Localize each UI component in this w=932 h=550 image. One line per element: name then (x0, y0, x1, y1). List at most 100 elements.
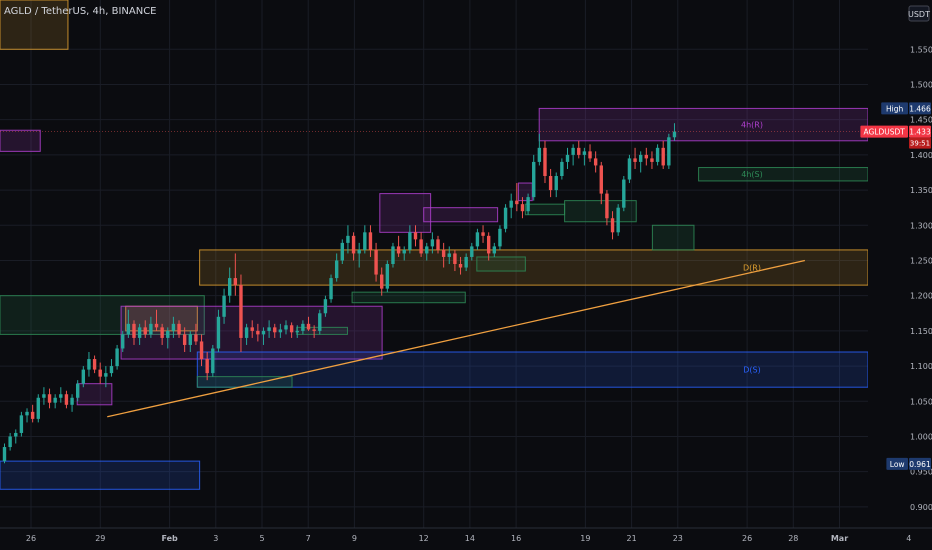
candle-body[interactable] (53, 397, 57, 403)
candle-body[interactable] (593, 158, 598, 166)
candle-body[interactable] (644, 154, 649, 159)
candle-body[interactable] (616, 207, 620, 233)
candle-body[interactable] (526, 197, 530, 212)
candle-body[interactable] (577, 147, 581, 155)
candle-body[interactable] (244, 327, 249, 338)
candle-body[interactable] (363, 232, 367, 250)
trendline[interactable] (0, 131, 868, 418)
candle-body[interactable] (8, 436, 12, 448)
candle-body[interactable] (199, 341, 204, 360)
candle-body[interactable] (515, 200, 519, 205)
candle-body[interactable] (408, 232, 412, 250)
candle-body[interactable] (351, 235, 356, 254)
candle-body[interactable] (2, 447, 7, 462)
candle-body[interactable] (368, 232, 373, 250)
candle-body[interactable] (374, 249, 378, 275)
candle-body[interactable] (622, 179, 626, 208)
candle-body[interactable] (323, 299, 328, 314)
candle-body[interactable] (177, 323, 181, 335)
candle-body[interactable] (520, 204, 525, 212)
candle-body[interactable] (532, 161, 536, 198)
candle-body[interactable] (289, 325, 294, 333)
candle-body[interactable] (273, 327, 277, 333)
candle-body[interactable] (30, 411, 35, 419)
candle-body[interactable] (64, 394, 69, 405)
candle-body[interactable] (464, 256, 468, 268)
candle-body[interactable] (160, 327, 164, 338)
candle-body[interactable] (239, 285, 243, 338)
candle-body[interactable] (638, 154, 643, 162)
candle-body[interactable] (14, 432, 18, 437)
candle-body[interactable] (143, 327, 147, 335)
candle-body[interactable] (194, 334, 198, 342)
candle-body[interactable] (599, 165, 603, 194)
candle-body[interactable] (441, 249, 446, 257)
candle-body[interactable] (182, 334, 187, 345)
candle-body[interactable] (75, 383, 80, 398)
candle-body[interactable] (605, 193, 609, 219)
candle-body[interactable] (571, 147, 575, 155)
candle-body[interactable] (104, 373, 108, 377)
candle-body[interactable] (470, 246, 474, 257)
candle-body[interactable] (554, 176, 558, 191)
candle-body[interactable] (560, 161, 564, 176)
candle-body[interactable] (413, 232, 418, 240)
candle-body[interactable] (402, 249, 406, 254)
candle-body[interactable] (380, 274, 384, 289)
candle-body[interactable] (188, 334, 192, 345)
candle-body[interactable] (301, 323, 305, 331)
candle-body[interactable] (509, 200, 513, 208)
candle-body[interactable] (87, 359, 91, 370)
candle-body[interactable] (453, 253, 457, 264)
candle-body[interactable] (47, 394, 52, 403)
candle-body[interactable] (548, 176, 553, 191)
candle-body[interactable] (228, 278, 232, 296)
candle-body[interactable] (267, 327, 271, 331)
candle-body[interactable] (98, 369, 102, 377)
time-axis[interactable]: 26 29 Feb 3 5 7 9 12 14 16 19 21 23 26 28 Mar 4 (0, 527, 932, 550)
candlesticks[interactable] (2, 123, 677, 464)
candle-body[interactable] (278, 329, 283, 333)
candle-body[interactable] (36, 397, 40, 419)
candle-body[interactable] (312, 329, 316, 331)
candle-body[interactable] (284, 325, 288, 330)
candle-body[interactable] (672, 131, 677, 138)
currency-badge[interactable]: USDT (908, 5, 930, 22)
candle-body[interactable] (458, 264, 463, 268)
candle-body[interactable] (306, 323, 311, 330)
candle-body[interactable] (137, 327, 142, 338)
candle-body[interactable] (256, 330, 260, 335)
candle-body[interactable] (340, 242, 344, 261)
candle-body[interactable] (109, 366, 114, 374)
candle-body[interactable] (565, 154, 570, 162)
candle-body[interactable] (486, 235, 491, 254)
candle-body[interactable] (318, 313, 322, 331)
candle-body[interactable] (295, 330, 299, 333)
candle-body[interactable] (543, 147, 547, 176)
candle-body[interactable] (481, 232, 485, 236)
trendline-segment[interactable] (107, 259, 805, 418)
candle-body[interactable] (667, 137, 671, 166)
candle-body[interactable] (498, 228, 502, 247)
candle-body[interactable] (385, 264, 390, 289)
candle-body[interactable] (655, 147, 660, 162)
candle-body[interactable] (166, 330, 170, 338)
candle-body[interactable] (261, 330, 266, 335)
candle-body[interactable] (425, 246, 429, 254)
candle-body[interactable] (588, 151, 592, 159)
candle-body[interactable] (537, 147, 542, 162)
candle-body[interactable] (205, 359, 209, 374)
candle-body[interactable] (216, 316, 221, 349)
candle-body[interactable] (233, 278, 238, 286)
candle-body[interactable] (250, 327, 254, 331)
candle-body[interactable] (222, 295, 226, 317)
candle-body[interactable] (132, 323, 136, 338)
candle-body[interactable] (42, 394, 46, 398)
candle-body[interactable] (211, 348, 215, 374)
candle-body[interactable] (121, 334, 125, 349)
candle-body[interactable] (633, 158, 637, 162)
candle-body[interactable] (25, 411, 29, 416)
candle-body[interactable] (154, 323, 159, 328)
candle-body[interactable] (582, 151, 587, 155)
